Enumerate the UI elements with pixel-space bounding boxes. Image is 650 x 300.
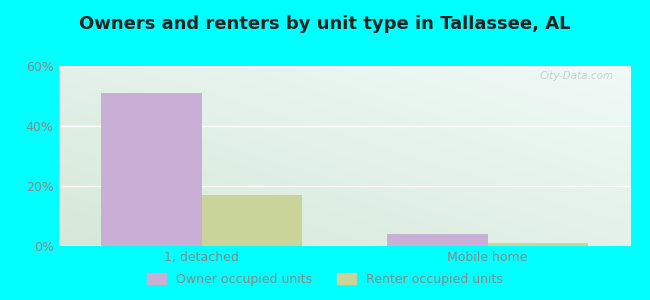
Bar — [101, 93, 202, 246]
Text: Owners and renters by unit type in Tallassee, AL: Owners and renters by unit type in Talla… — [79, 15, 571, 33]
Text: City-Data.com: City-Data.com — [540, 71, 614, 81]
Bar — [387, 234, 488, 246]
Bar — [202, 195, 302, 246]
Bar — [488, 243, 588, 246]
Legend: Owner occupied units, Renter occupied units: Owner occupied units, Renter occupied un… — [142, 268, 508, 291]
